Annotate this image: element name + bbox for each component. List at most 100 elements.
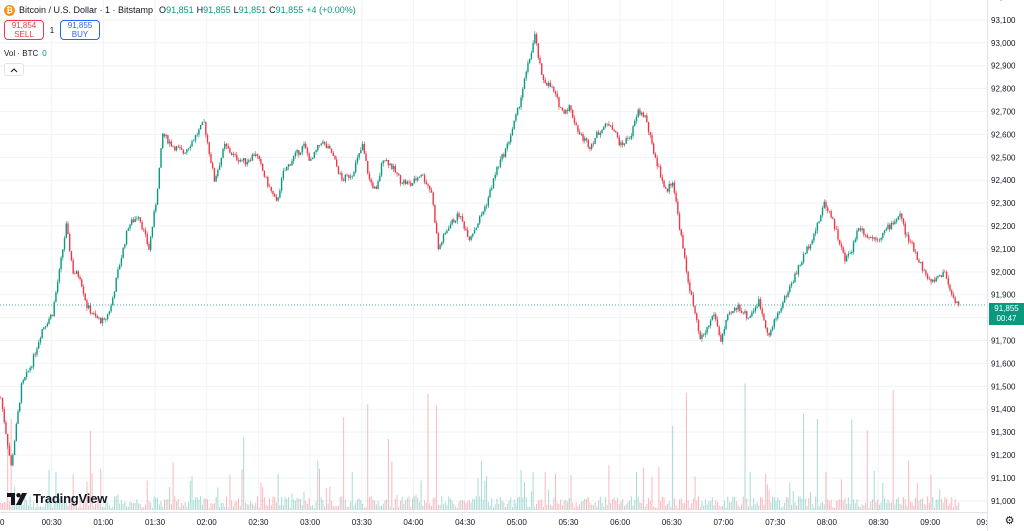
candle-body xyxy=(684,248,686,258)
candle-body xyxy=(670,183,672,186)
volume-bar xyxy=(773,497,775,510)
volume-bar xyxy=(563,500,565,510)
candle-body xyxy=(954,297,956,303)
candle-body xyxy=(840,244,843,248)
volume-bar xyxy=(403,503,405,510)
candle-body xyxy=(894,221,896,225)
volume-bar xyxy=(200,496,202,510)
candle-body xyxy=(491,188,493,190)
candle-body xyxy=(346,174,348,176)
volume-bar xyxy=(318,468,320,510)
candle-body xyxy=(578,131,581,135)
candle-body xyxy=(933,279,936,282)
candle-body xyxy=(644,115,646,117)
volume-bar xyxy=(331,500,333,510)
spread-value: 1 xyxy=(49,25,55,35)
candle-body xyxy=(323,141,326,144)
volume-bar xyxy=(942,502,944,510)
volume-bar xyxy=(737,504,739,510)
candle-body xyxy=(949,284,951,291)
candle-body xyxy=(496,167,498,175)
candle-body xyxy=(232,153,235,155)
volume-bar xyxy=(65,502,67,510)
sell-button[interactable]: 91,854 SELL xyxy=(4,20,44,40)
candle-body xyxy=(706,327,708,333)
volume-bar xyxy=(127,506,129,510)
volume-bar xyxy=(310,506,312,510)
candle-body xyxy=(6,433,9,446)
volume-bar xyxy=(286,498,288,510)
candle-body xyxy=(609,125,612,127)
candle-body xyxy=(539,57,541,64)
volume-bar xyxy=(229,475,231,510)
candle-body xyxy=(96,316,98,319)
volume-bar xyxy=(26,500,28,510)
candle-body xyxy=(334,155,336,160)
volume-bar xyxy=(227,507,229,510)
candle-body xyxy=(368,173,371,180)
time-axis[interactable]: 0 00:30 01:00 01:30 02:00 02:30 03:00 03:30 04:0… xyxy=(0,518,988,527)
volume-bar xyxy=(506,503,508,510)
candle-body xyxy=(756,306,758,308)
volume-bar xyxy=(303,491,305,510)
price-axis[interactable]: 91,000 91,100 91,200 91,300 91,400 91,500 91,6… xyxy=(991,0,1016,506)
volume-bar xyxy=(641,502,643,510)
volume-bar xyxy=(496,498,498,510)
candle-body xyxy=(730,312,732,314)
volume-bar xyxy=(889,502,891,510)
candle-body xyxy=(604,123,607,128)
candle-body xyxy=(217,169,219,177)
volume-legend[interactable]: Vol · BTC 0 xyxy=(4,49,47,58)
volume-bar xyxy=(920,499,922,510)
candle-body xyxy=(866,235,869,238)
volume-bar xyxy=(837,500,839,510)
volume-bar xyxy=(72,474,74,510)
volume-bar xyxy=(336,506,338,510)
volume-bar xyxy=(479,496,481,510)
candle-body xyxy=(461,216,464,222)
candle-body xyxy=(554,91,557,94)
candle-body xyxy=(472,233,474,237)
candle-body xyxy=(821,207,824,216)
volume-bar xyxy=(517,497,519,510)
candle-body xyxy=(746,311,748,319)
symbol-legend[interactable]: ₿ Bitcoin / U.S. Dollar · 1 · Bitstamp O… xyxy=(4,3,356,17)
candle-body xyxy=(139,217,142,222)
volume-bar xyxy=(584,498,586,510)
settings-icon[interactable]: ⚙ xyxy=(1004,515,1015,527)
candle-body xyxy=(603,127,605,130)
volume-bar xyxy=(716,501,718,510)
candle-body xyxy=(582,134,584,141)
volume-bar xyxy=(456,507,458,510)
volume-bar xyxy=(157,497,159,510)
price-tick-label: 92,800 xyxy=(991,85,1016,94)
volume-bar xyxy=(263,497,265,510)
candle-body xyxy=(873,237,875,239)
candle-body xyxy=(485,205,488,207)
volume-bar xyxy=(680,498,682,510)
tradingview-logo[interactable]: TradingView xyxy=(7,491,107,506)
volume-bar xyxy=(648,498,650,510)
close-value: 91,855 xyxy=(275,5,304,15)
symbol-title[interactable]: Bitcoin / U.S. Dollar · 1 · Bitstamp xyxy=(19,5,154,15)
volume-bar xyxy=(746,498,748,510)
candle-body xyxy=(909,241,912,243)
candle-body xyxy=(220,157,223,166)
chevron-up-icon[interactable] xyxy=(4,63,24,76)
volume-bar xyxy=(284,496,286,510)
volume-bar xyxy=(387,439,389,510)
volume-bar xyxy=(334,506,336,510)
candle-body xyxy=(742,312,744,314)
volume-bar xyxy=(289,507,291,510)
volume-bar xyxy=(706,504,708,510)
volume-bar xyxy=(542,506,544,510)
candle-body xyxy=(754,307,757,312)
candle-body xyxy=(332,152,334,156)
open-value: 91,851 xyxy=(166,5,194,15)
volume-bar xyxy=(644,506,646,510)
candle-body xyxy=(37,342,40,349)
volume-bar xyxy=(379,506,381,510)
buy-button[interactable]: 91,855 BUY xyxy=(60,20,100,40)
volume-bar xyxy=(170,503,172,510)
